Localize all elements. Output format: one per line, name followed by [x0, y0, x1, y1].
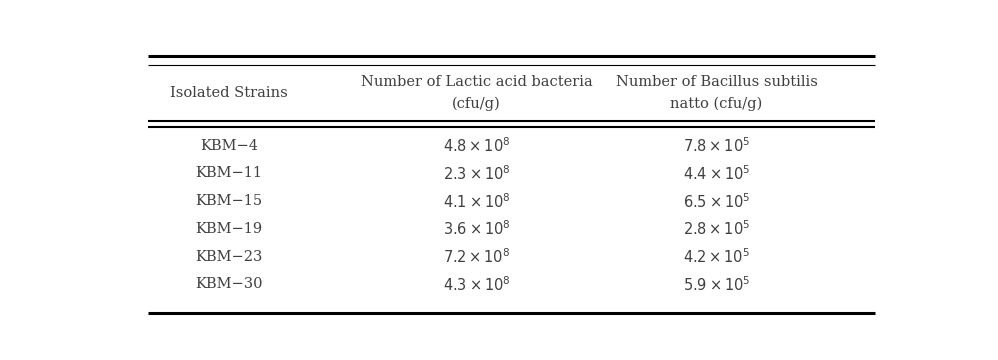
- Text: KBM−30: KBM−30: [196, 277, 262, 291]
- Text: $2.3 \times 10^{8}$: $2.3 \times 10^{8}$: [443, 164, 511, 183]
- Text: (cfu/g): (cfu/g): [452, 97, 501, 111]
- Text: $2.8 \times 10^{5}$: $2.8 \times 10^{5}$: [683, 220, 750, 238]
- Text: Number of Bacillus subtilis: Number of Bacillus subtilis: [616, 75, 817, 89]
- Text: $4.4 \times 10^{5}$: $4.4 \times 10^{5}$: [683, 164, 750, 183]
- Text: Number of Lactic acid bacteria: Number of Lactic acid bacteria: [361, 75, 593, 89]
- Text: $7.8 \times 10^{5}$: $7.8 \times 10^{5}$: [683, 136, 750, 155]
- Text: KBM−23: KBM−23: [196, 249, 262, 264]
- Text: KBM−15: KBM−15: [196, 194, 262, 208]
- Text: KBM−4: KBM−4: [201, 139, 258, 153]
- Text: $4.2 \times 10^{5}$: $4.2 \times 10^{5}$: [683, 247, 749, 266]
- Text: $5.9 \times 10^{5}$: $5.9 \times 10^{5}$: [683, 275, 750, 294]
- Text: $7.2 \times 10^{8}$: $7.2 \times 10^{8}$: [443, 247, 510, 266]
- Text: $4.8 \times 10^{8}$: $4.8 \times 10^{8}$: [443, 136, 510, 155]
- Text: Isolated Strains: Isolated Strains: [171, 86, 288, 100]
- Text: KBM−11: KBM−11: [196, 166, 262, 180]
- Text: $6.5 \times 10^{5}$: $6.5 \times 10^{5}$: [683, 192, 750, 211]
- Text: $3.6 \times 10^{8}$: $3.6 \times 10^{8}$: [443, 220, 511, 238]
- Text: $4.1 \times 10^{8}$: $4.1 \times 10^{8}$: [443, 192, 511, 211]
- Text: natto (cfu/g): natto (cfu/g): [671, 97, 762, 111]
- Text: KBM−19: KBM−19: [196, 222, 262, 236]
- Text: $4.3 \times 10^{8}$: $4.3 \times 10^{8}$: [443, 275, 511, 294]
